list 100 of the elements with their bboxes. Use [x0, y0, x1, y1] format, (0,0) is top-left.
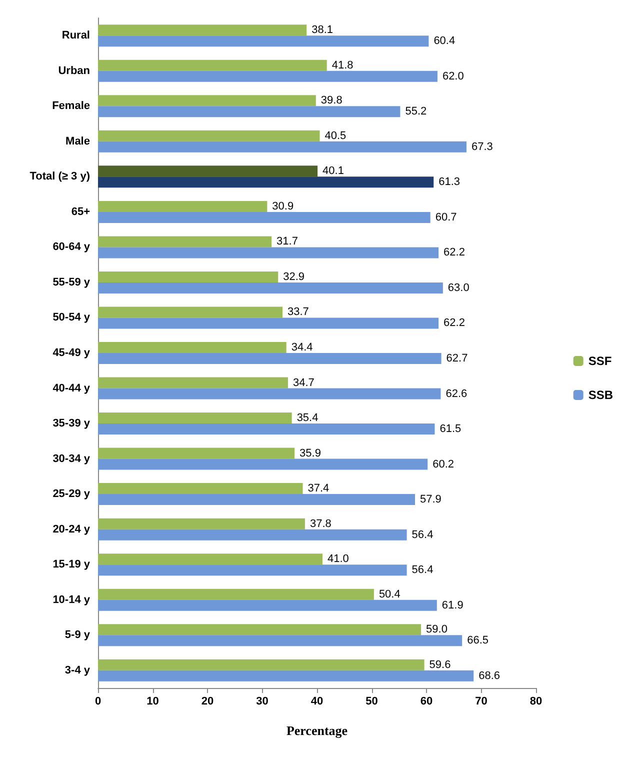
bar — [98, 458, 428, 470]
bar — [98, 318, 439, 329]
data-label: 60.2 — [432, 458, 454, 470]
y-tick-label: 60-64 y — [52, 241, 91, 254]
bar — [98, 388, 441, 400]
x-tick-label: 50 — [366, 696, 378, 708]
x-tick-label: 70 — [475, 696, 488, 708]
y-tick-label: Male — [66, 135, 90, 148]
bar — [98, 306, 283, 318]
data-label: 55.2 — [405, 106, 427, 118]
bar — [98, 36, 429, 47]
bar — [98, 176, 434, 188]
data-label: 34.4 — [291, 342, 313, 354]
data-label: 62.2 — [444, 246, 465, 259]
legend-label: SSB — [588, 388, 614, 402]
bar — [98, 106, 400, 118]
bar — [98, 494, 416, 506]
bar — [98, 141, 466, 152]
y-tick-label: 15-19 y — [52, 558, 91, 571]
y-tick-label: 55-59 y — [52, 276, 91, 288]
y-tick-label: Rural — [62, 30, 90, 42]
y-tick-label: 35-39 y — [52, 418, 91, 430]
y-tick-label: 20-24 y — [52, 523, 91, 536]
bar — [98, 377, 288, 388]
data-label: 40.1 — [322, 165, 344, 178]
y-tick-label: 45-49 y — [52, 347, 91, 359]
data-label: 38.1 — [312, 24, 334, 36]
bar — [98, 670, 474, 682]
x-axis-title: Percentage — [286, 723, 348, 738]
data-label: 63.0 — [448, 282, 470, 294]
data-label: 34.7 — [292, 376, 314, 389]
data-label: 56.4 — [412, 564, 434, 576]
y-tick-label: Total (≥ 3 y) — [30, 170, 90, 183]
bar — [98, 624, 422, 636]
y-tick-label: 25-29 y — [52, 488, 91, 500]
data-label: 35.9 — [300, 447, 321, 460]
bar — [98, 247, 439, 258]
data-label: 60.7 — [435, 211, 457, 224]
y-tick-label: Female — [52, 100, 90, 112]
data-label: 59.6 — [429, 658, 451, 671]
data-label: 35.4 — [296, 412, 318, 424]
bar — [98, 353, 442, 364]
data-label: 31.7 — [276, 236, 298, 248]
data-label: 62.6 — [446, 388, 468, 400]
data-label: 30.9 — [272, 200, 294, 212]
bar — [98, 483, 303, 494]
bar — [98, 236, 272, 248]
data-label: 37.8 — [310, 518, 332, 530]
bar — [98, 200, 268, 212]
y-tick-label: Urban — [58, 64, 90, 77]
data-label: 57.9 — [420, 494, 442, 506]
bar — [98, 95, 316, 106]
data-label: 33.7 — [288, 306, 309, 318]
data-label: 62.0 — [442, 70, 464, 82]
y-tick-label: 5-9 y — [64, 629, 91, 642]
bar — [98, 271, 278, 282]
data-label: 68.6 — [478, 670, 500, 682]
x-tick-label: 20 — [201, 696, 214, 708]
x-tick-label: 80 — [530, 696, 542, 708]
y-tick-label: 50-54 y — [52, 312, 91, 324]
bar — [98, 412, 292, 424]
y-tick-label: 30-34 y — [52, 452, 91, 465]
x-tick-label: 10 — [146, 696, 159, 708]
data-label: 50.4 — [378, 588, 400, 600]
data-label: 62.7 — [446, 352, 468, 364]
x-tick-label: 60 — [420, 696, 433, 708]
bar — [98, 518, 305, 530]
legend-label: SSF — [588, 354, 612, 368]
x-tick-label: 0 — [94, 696, 102, 708]
data-label: 66.5 — [467, 634, 489, 647]
bar — [98, 166, 318, 177]
y-tick-label: 3-4 y — [64, 664, 91, 676]
bar — [98, 424, 435, 435]
data-label: 39.8 — [320, 94, 342, 107]
data-label: 32.9 — [283, 270, 305, 283]
bar — [98, 600, 437, 611]
y-tick-label: 65+ — [71, 206, 90, 218]
data-label: 56.4 — [412, 528, 434, 541]
y-tick-label: 10-14 y — [52, 594, 91, 606]
data-label: 59.0 — [426, 624, 448, 636]
bar — [98, 212, 430, 223]
y-tick-label: 40-44 y — [52, 382, 91, 394]
bar — [98, 564, 407, 576]
data-label: 40.5 — [324, 130, 346, 142]
bar — [98, 659, 424, 670]
x-tick-label: 30 — [256, 696, 268, 708]
bar — [98, 588, 374, 600]
data-label: 61.3 — [438, 176, 460, 188]
bar — [98, 70, 438, 82]
bar — [98, 282, 443, 294]
bar — [98, 24, 307, 36]
bar — [98, 529, 407, 540]
bar — [98, 635, 462, 646]
data-label: 67.3 — [471, 140, 493, 153]
bar — [98, 130, 320, 142]
data-label: 41.0 — [327, 553, 349, 566]
bar — [98, 448, 295, 459]
bar — [98, 60, 327, 71]
bar — [98, 554, 322, 565]
data-label: 62.2 — [444, 317, 465, 330]
